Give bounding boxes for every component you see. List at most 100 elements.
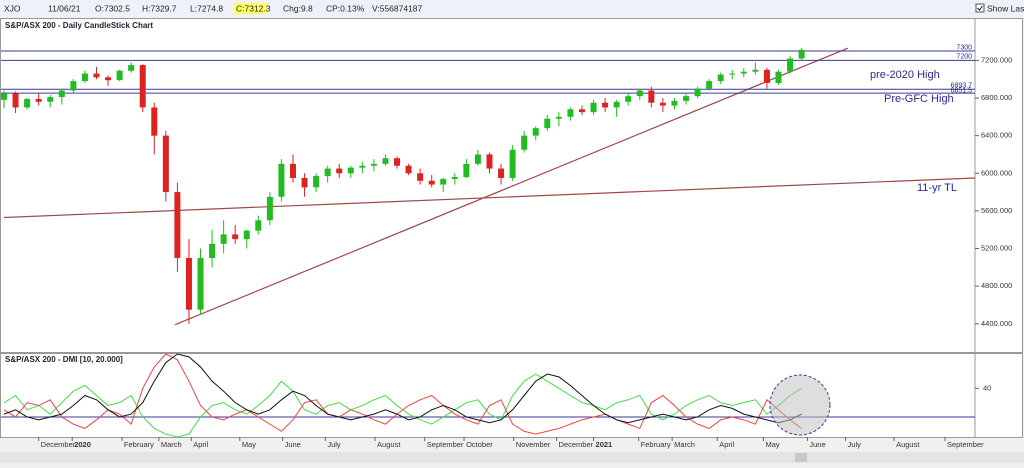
y-tick-label: 5600.000 [981, 206, 1012, 215]
candle-body [313, 176, 320, 188]
candle-body [243, 230, 250, 240]
candle-body [787, 58, 794, 72]
y-tick-label: 40 [983, 383, 991, 392]
candle-body [93, 73, 100, 78]
candle-body [740, 71, 747, 74]
x-tick-label: March [161, 440, 182, 449]
candle-body [417, 173, 424, 181]
candle-body [486, 154, 493, 169]
candle-body [671, 100, 678, 106]
horizontal-line-label: 7200 [956, 54, 972, 61]
price-title: S&P/ASX 200 - Daily CandleStick Chart [5, 21, 153, 30]
x-tick-label: May [765, 440, 779, 449]
scroll-thumb[interactable] [795, 453, 807, 462]
candle-body [105, 77, 112, 81]
candle-body [590, 102, 597, 113]
symbol: XJO [4, 3, 21, 13]
candle-body [174, 192, 181, 258]
candle-body [209, 243, 216, 258]
candle-body [474, 154, 481, 164]
y-tick-label: 6400.000 [981, 131, 1012, 140]
x-tick-label: August [896, 440, 920, 449]
y-tick-label: 6800.000 [981, 93, 1012, 102]
candle-body [578, 109, 585, 113]
check-mark [977, 5, 983, 11]
candle-body [128, 65, 135, 71]
high: H:7329.7 [142, 3, 177, 13]
x-tick-label: July [848, 440, 862, 449]
close-highlight [234, 3, 268, 14]
dmi-title: S&P/ASX 200 - DMI [10, 20.000] [5, 355, 123, 364]
candle-body [116, 70, 123, 81]
x-tick-label: December [41, 440, 76, 449]
x-tick-label: May [242, 440, 256, 449]
candle-body [532, 128, 539, 136]
x-tick-label: June [809, 440, 825, 449]
highlight-circle [769, 374, 831, 436]
show-last-label[interactable]: Show Last [987, 3, 1024, 13]
y-tick-label: 5200.000 [981, 244, 1012, 253]
candle-body [683, 96, 690, 101]
candle-body [763, 69, 770, 83]
price-panel [0, 18, 1023, 353]
candle-body [162, 135, 169, 193]
candle-body [498, 168, 505, 178]
candle-body [139, 65, 146, 108]
dmi-line [3, 353, 802, 435]
x-tick-label: September [947, 440, 984, 449]
candle-body [266, 196, 273, 221]
candle-body [151, 107, 158, 136]
x-tick-label: 2021 [596, 440, 613, 449]
candle-body [197, 257, 204, 310]
candle-body [394, 158, 401, 166]
show-last-checkbox[interactable] [975, 3, 985, 13]
candle-body [521, 135, 528, 150]
candle-body [58, 90, 65, 98]
candle-body [775, 71, 782, 83]
x-tick-label: 2020 [74, 440, 91, 449]
candle-body [717, 74, 724, 82]
candle-body [555, 116, 562, 119]
candle-body [347, 167, 354, 174]
candle-body [752, 69, 759, 72]
candle-body [602, 102, 609, 108]
candle-body [463, 163, 470, 178]
candle-body [336, 168, 343, 174]
candle-body [567, 109, 574, 117]
scrollbar[interactable] [0, 452, 1024, 463]
y-tick-label: 4800.000 [981, 281, 1012, 290]
candle-body [636, 90, 643, 97]
x-tick-label: November [516, 440, 551, 449]
candle-body [324, 168, 331, 177]
y-tick-label: 6000.000 [981, 168, 1012, 177]
candle-body [255, 220, 262, 231]
annotation: Pre-GFC High [884, 93, 954, 105]
change: Chg:9.8 [283, 3, 313, 13]
candle-body [694, 88, 701, 97]
candle-body [706, 81, 713, 89]
x-tick-label: February [641, 440, 671, 449]
candle-body [232, 234, 239, 240]
candle-body [613, 101, 620, 108]
candle-body [12, 93, 19, 108]
date: 11/06/21 [48, 3, 81, 13]
y-tick-label: 4400.000 [981, 319, 1012, 328]
x-tick-label: June [285, 440, 301, 449]
candle-body [405, 165, 412, 174]
volume: V:556874187 [372, 3, 423, 13]
candle-body [370, 163, 377, 166]
x-tick-label: February [124, 440, 154, 449]
candle-body [382, 158, 389, 164]
x-tick-label: April [719, 440, 734, 449]
candle-body [35, 98, 42, 102]
close: C:7312.3 [236, 3, 271, 13]
candle-body [24, 98, 31, 108]
x-tick-label: April [193, 440, 208, 449]
candle-body [81, 73, 88, 82]
candle-body [301, 177, 308, 188]
candle-body [729, 73, 736, 75]
candle-body [47, 97, 54, 102]
dmi-line [3, 353, 802, 424]
